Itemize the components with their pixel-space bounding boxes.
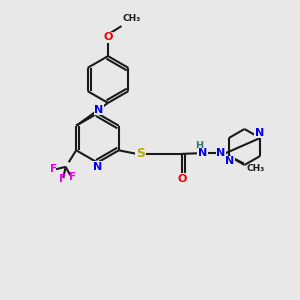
Text: N: N xyxy=(217,148,226,158)
Text: N: N xyxy=(93,162,102,172)
Text: CH₃: CH₃ xyxy=(123,14,141,22)
Text: H: H xyxy=(195,140,204,151)
Text: N: N xyxy=(225,156,234,167)
Text: O: O xyxy=(178,173,187,184)
Text: N: N xyxy=(94,105,103,115)
Text: N: N xyxy=(198,148,207,158)
Text: N: N xyxy=(255,128,264,138)
Text: F: F xyxy=(69,172,76,182)
Text: F: F xyxy=(50,164,57,174)
Text: F: F xyxy=(58,174,66,184)
Text: S: S xyxy=(136,147,145,161)
Text: O: O xyxy=(103,32,113,42)
Text: CH₃: CH₃ xyxy=(247,164,265,173)
